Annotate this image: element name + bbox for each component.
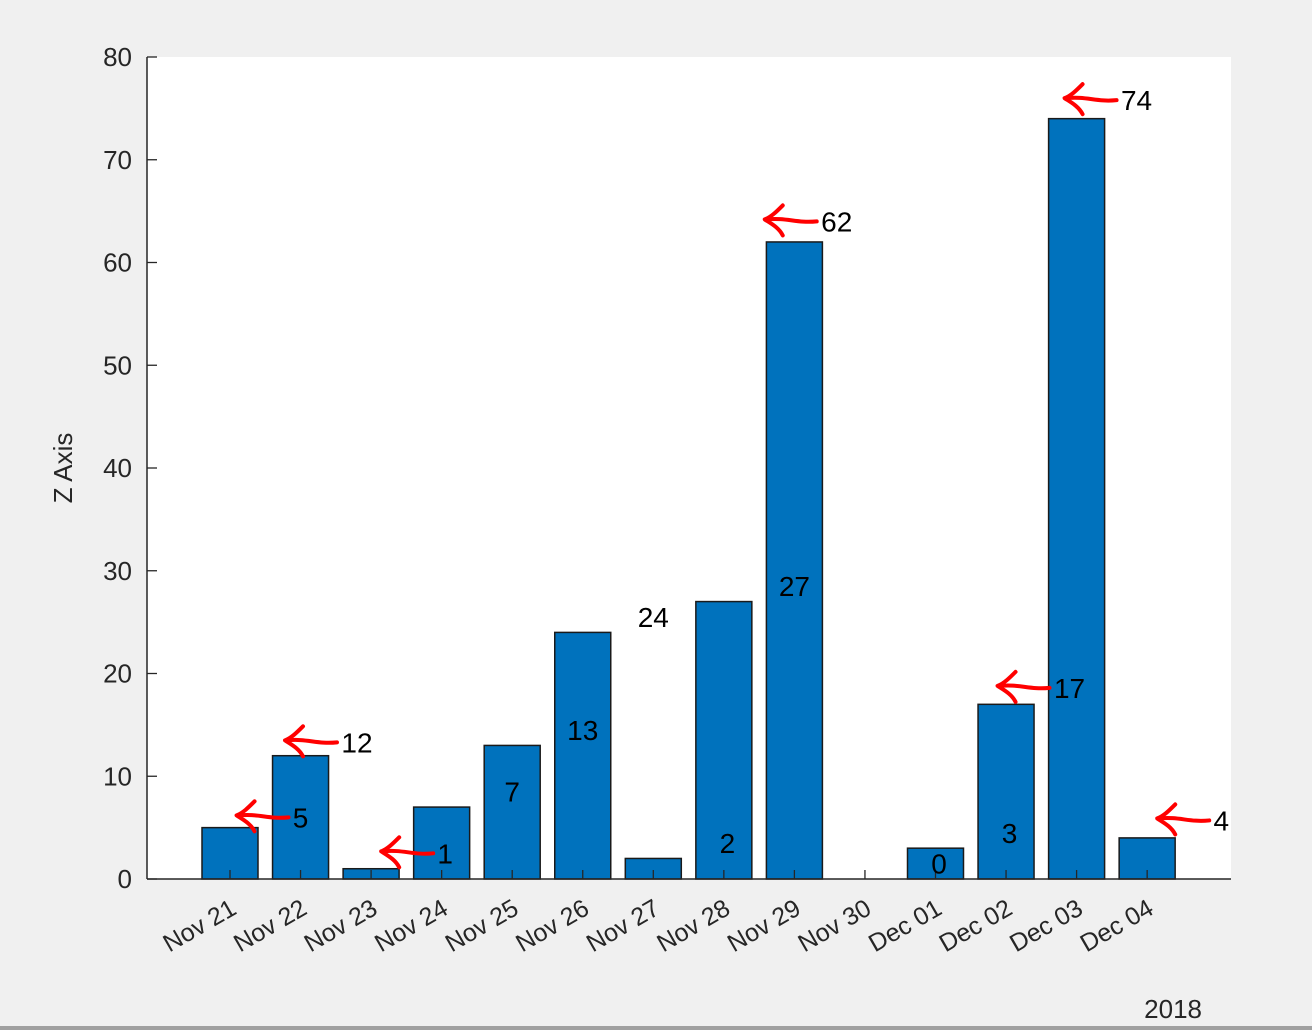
data-label: 74 [1121, 85, 1152, 116]
y-tick-label: 10 [103, 761, 132, 791]
annotation-arrow-icon [1155, 802, 1212, 837]
x-tick-label: Nov 22 [229, 894, 312, 958]
annotation-arrow-icon [379, 835, 436, 870]
data-label: 13 [567, 715, 598, 746]
data-label: 12 [341, 727, 372, 758]
data-label: 0 [931, 849, 947, 880]
data-label: 1 [437, 838, 453, 869]
annotation-arrow-icon [762, 203, 819, 238]
y-tick-label: 60 [103, 248, 132, 278]
y-tick-label: 0 [118, 864, 132, 894]
bar-nov-26 [554, 631, 612, 880]
x-tick-label: Nov 28 [652, 894, 735, 958]
y-axis-label: Z Axis [48, 433, 78, 504]
annotation-arrow-icon [995, 669, 1052, 704]
data-label: 3 [1002, 818, 1018, 849]
bar-nov-29 [765, 241, 824, 880]
y-tick-label: 70 [103, 145, 132, 175]
data-label: 2 [720, 828, 736, 859]
x-tick-label: Nov 21 [158, 894, 241, 958]
x-tick-label: Dec 01 [864, 894, 947, 958]
window-bottom-border [0, 1026, 1312, 1030]
data-label: 27 [779, 571, 810, 602]
data-label: 17 [1054, 673, 1085, 704]
x-tick-label: Nov 24 [370, 894, 453, 958]
x-tick-label: Nov 27 [582, 894, 665, 958]
x-tick-label: Nov 26 [511, 894, 594, 958]
y-tick-label: 80 [103, 42, 132, 72]
y-tick-label: 40 [103, 453, 132, 483]
x-tick-label: Nov 25 [441, 894, 524, 958]
bar-dec-03 [1047, 117, 1106, 880]
x-ticks [229, 870, 1148, 879]
x-tick-label: Nov 30 [793, 894, 876, 958]
x-axis-year-label: 2018 [1144, 994, 1202, 1024]
x-tick-label: Nov 23 [299, 894, 382, 958]
data-label: 7 [504, 777, 520, 808]
data-label: 24 [638, 602, 669, 633]
y-ticks: 0 10 20 30 40 50 60 70 80 [103, 42, 157, 894]
x-tick-label: Dec 03 [1005, 894, 1088, 958]
bar-nov-25 [483, 744, 541, 880]
annotation-arrow-icon [1062, 82, 1119, 117]
x-tick-label: Dec 04 [1076, 894, 1159, 958]
y-tick-label: 20 [103, 659, 132, 689]
x-tick-label: Nov 29 [723, 894, 806, 958]
data-label: 5 [293, 802, 309, 833]
annotation-arrow-icon [282, 724, 339, 759]
x-tick-label: Dec 02 [934, 894, 1017, 958]
data-label: 4 [1213, 805, 1229, 836]
bars-group [201, 117, 1176, 880]
data-label: 62 [821, 206, 852, 237]
annotation-arrow-icon [234, 799, 291, 834]
bar-dec-02 [977, 703, 1035, 880]
y-tick-label: 30 [103, 556, 132, 586]
y-tick-label: 50 [103, 350, 132, 380]
